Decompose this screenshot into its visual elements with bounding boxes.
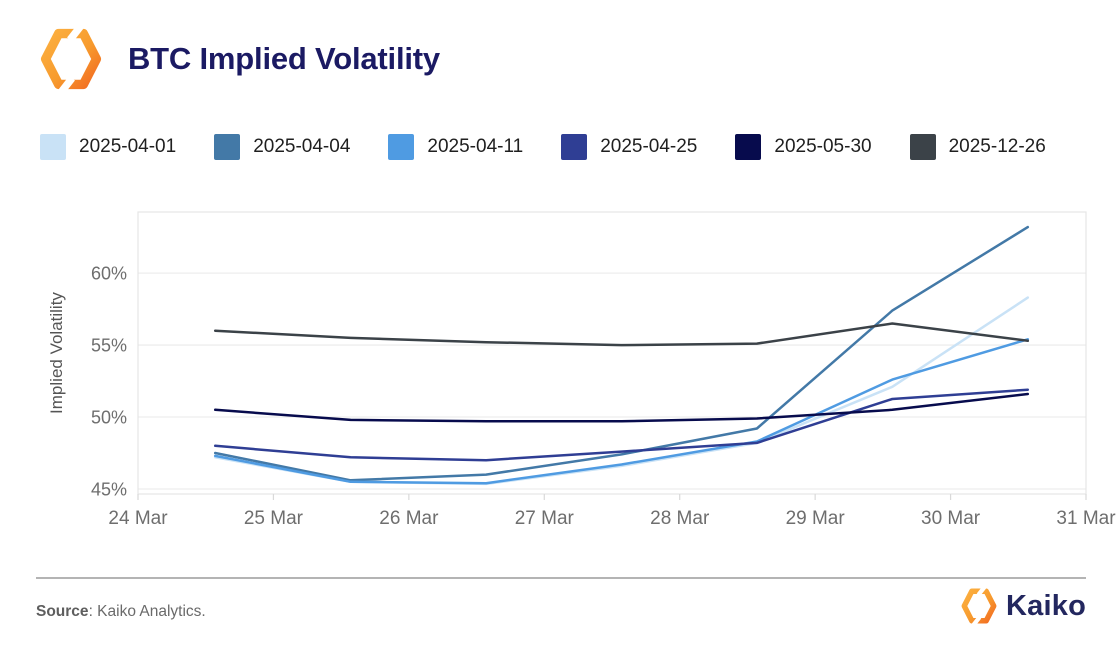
legend-label: 2025-04-01 <box>79 136 177 157</box>
footer-brand: Kaiko <box>961 588 1086 624</box>
legend-item-2025-04-01: 2025-04-01 <box>40 134 176 160</box>
y-axis-title: Implied Volatility <box>47 292 66 414</box>
legend-swatch <box>909 134 936 160</box>
header: BTC Implied Volatility <box>40 28 440 90</box>
y-tick-label: 60% <box>91 264 127 284</box>
legend-swatch <box>735 134 762 160</box>
legend-item-2025-04-25: 2025-04-25 <box>561 134 697 160</box>
y-tick-label: 55% <box>91 336 127 356</box>
x-tick-label: 28 Mar <box>650 508 710 529</box>
x-tick-label: 27 Mar <box>515 508 575 529</box>
legend-label: 2025-04-25 <box>600 136 698 157</box>
x-tick-label: 29 Mar <box>786 508 846 529</box>
kaiko-logo-icon <box>40 28 102 90</box>
plot-border <box>137 211 1087 495</box>
kaiko-logo-icon <box>961 588 997 624</box>
x-tick-label: 31 Mar <box>1056 508 1116 529</box>
y-tick-label: 45% <box>91 479 127 499</box>
series-line-2025-04-25 <box>213 388 1030 462</box>
series-line-2025-04-04 <box>213 225 1030 482</box>
x-tick-label: 26 Mar <box>379 508 439 529</box>
legend-swatch <box>40 134 66 160</box>
series-line-2025-04-11 <box>213 338 1030 485</box>
legend-item-2025-05-30: 2025-05-30 <box>735 134 872 160</box>
legend-label: 2025-04-11 <box>427 136 524 157</box>
legend-item-2025-12-26: 2025-12-26 <box>909 134 1046 160</box>
x-tick-label: 24 Mar <box>108 508 168 529</box>
legend-label: 2025-05-30 <box>774 136 872 157</box>
source-detail: : Kaiko Analytics. <box>88 603 206 620</box>
line-chart: 45% 50% 55% 60% 24 Mar 25 Mar 26 Mar 27 Mar 28 M… <box>47 211 1116 529</box>
legend-swatch <box>561 134 588 160</box>
footer-divider <box>36 577 1086 579</box>
chart-legend: 2025-04-01 2025-04-04 2025-04-11 2025-04-25… <box>40 134 1100 160</box>
legend-swatch <box>388 134 415 160</box>
series-line-2025-05-30 <box>213 392 1030 423</box>
page-title: BTC Implied Volatility <box>128 41 440 76</box>
legend-label: 2025-04-04 <box>253 136 351 157</box>
legend-label: 2025-12-26 <box>948 136 1046 157</box>
source-text: Source: Kaiko Analytics. <box>36 603 206 621</box>
x-tick-label: 30 Mar <box>921 508 981 529</box>
legend-item-2025-04-11: 2025-04-11 <box>388 134 523 160</box>
legend-item-2025-04-04: 2025-04-04 <box>214 134 350 160</box>
y-tick-label: 50% <box>91 408 127 428</box>
source-label: Source <box>36 603 89 620</box>
legend-swatch <box>214 134 241 160</box>
series-line-2025-12-26 <box>213 322 1030 347</box>
brand-wordmark: Kaiko <box>1006 589 1086 622</box>
chart-area: 45% 50% 55% 60% 24 Mar 25 Mar 26 Mar 27 Mar 28 M… <box>0 180 1120 545</box>
x-tick-label: 25 Mar <box>244 508 304 529</box>
